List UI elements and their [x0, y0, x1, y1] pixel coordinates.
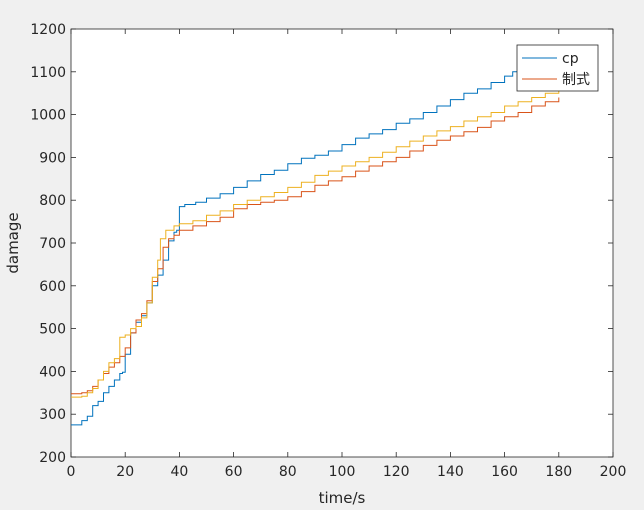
x-tick-label: 200 — [600, 464, 627, 480]
y-tick-label: 700 — [39, 236, 66, 252]
y-tick-label: 1100 — [30, 65, 66, 81]
legend-label-cp: cp — [562, 51, 579, 67]
y-axis-label: damage — [4, 212, 22, 273]
legend-box — [516, 44, 599, 92]
y-tick-label: 600 — [39, 279, 66, 295]
x-tick-label: 120 — [383, 464, 410, 480]
y-tick-label: 500 — [39, 322, 66, 338]
y-tick-label: 200 — [39, 450, 66, 466]
x-tick-label: 80 — [279, 464, 297, 480]
legend: cp 制式 — [516, 44, 599, 92]
y-tick-label: 1200 — [30, 22, 66, 38]
y-tick-label: 400 — [39, 364, 66, 380]
x-tick-label: 180 — [545, 464, 572, 480]
x-tick-label: 140 — [437, 464, 464, 480]
tick-layer: 0 20 40 60 80 100 120 140 160 180 200 200 300 400 500 6… — [30, 22, 626, 480]
x-tick-label: 40 — [170, 464, 188, 480]
y-tick-label: 800 — [39, 193, 66, 209]
series-line-third — [71, 89, 560, 398]
x-tick-label: 100 — [329, 464, 356, 480]
x-axis-label: time/s — [319, 489, 366, 507]
legend-label-standard: 制式 — [562, 72, 590, 88]
x-tick-label: 60 — [225, 464, 243, 480]
y-tick-label: 900 — [39, 150, 66, 166]
x-tick-label: 0 — [67, 464, 76, 480]
series-line-cp — [71, 67, 519, 426]
series-layer — [71, 67, 560, 426]
y-tick-label: 300 — [39, 407, 66, 423]
x-tick-label: 20 — [116, 464, 134, 480]
x-tick-label: 160 — [491, 464, 518, 480]
plot-area — [70, 28, 614, 458]
y-tick-label: 1000 — [30, 108, 66, 124]
